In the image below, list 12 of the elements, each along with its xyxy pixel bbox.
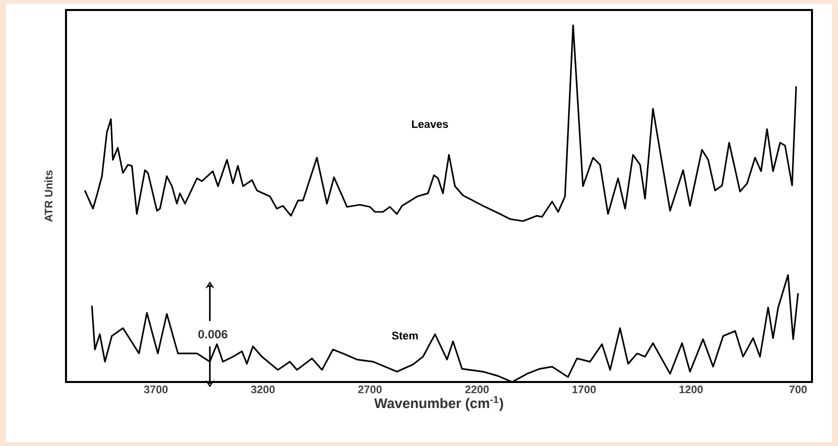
x-tick-label: 2700 xyxy=(358,386,382,394)
x-tick-label: 2200 xyxy=(465,386,489,394)
x-tick-label: 700 xyxy=(789,386,807,394)
x-tick-label: 3200 xyxy=(250,386,275,394)
x-tick-label: 3700 xyxy=(144,386,168,394)
text: Leaves xyxy=(412,120,448,128)
annotation: 0.006 xyxy=(198,330,228,338)
x-tick-label: 1200 xyxy=(680,386,703,394)
x-tick-label: 1700 xyxy=(572,386,596,394)
series-label: Stem xyxy=(392,332,418,340)
y-axis-title: ATR Units xyxy=(44,170,52,222)
x-axis-title: Wavenumber (cm$^{-1}$) xyxy=(374,396,504,411)
